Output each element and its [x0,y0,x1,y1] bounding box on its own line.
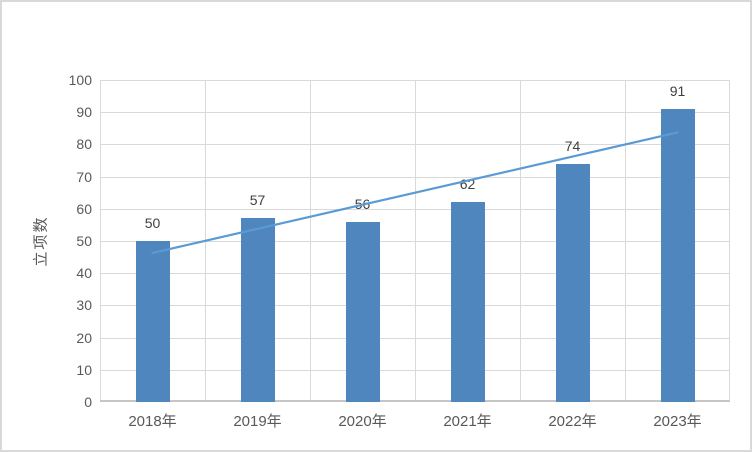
gridline-horizontal [100,241,730,242]
y-tick-label: 30 [76,297,92,313]
bar-2018年 [136,241,170,402]
gridline-horizontal [100,209,730,210]
gridline-horizontal [100,112,730,113]
gridline-horizontal [100,338,730,339]
x-axis-line [100,400,730,402]
y-tick-label: 20 [76,330,92,346]
y-tick-label: 0 [84,394,92,410]
x-tick-label: 2021年 [443,413,492,430]
bar-2023年 [661,109,695,402]
y-tick-label: 100 [68,72,92,88]
gridline-horizontal [100,144,730,145]
bar-value-label: 57 [249,192,266,208]
bar-value-label: 74 [564,138,581,154]
y-tick-label: 40 [76,265,92,281]
gridline-horizontal [100,273,730,274]
gridline-horizontal [100,370,730,371]
x-tick-label: 2022年 [548,413,597,430]
y-tick-label: 90 [76,104,92,120]
x-tick-label: 2023年 [653,413,702,430]
bar-value-label: 50 [144,215,161,231]
bar-2021年 [451,202,485,402]
plot-area: 505756627491 [100,80,730,402]
bar-2019年 [241,218,275,402]
gridline-horizontal [100,177,730,178]
y-tick-label: 70 [76,169,92,185]
gridline-horizontal [100,305,730,306]
y-tick-label: 60 [76,201,92,217]
gridline-horizontal [100,80,730,81]
y-tick-label: 80 [76,136,92,152]
bar-2022年 [556,164,590,402]
y-tick-label: 50 [76,233,92,249]
trendline [151,131,679,255]
y-tick-label: 10 [76,362,92,378]
x-tick-label: 2019年 [233,413,282,430]
bar-value-label: 91 [669,83,686,99]
x-tick-label: 2018年 [128,413,177,430]
x-tick-label: 2020年 [338,413,387,430]
bar-2020年 [346,222,380,402]
